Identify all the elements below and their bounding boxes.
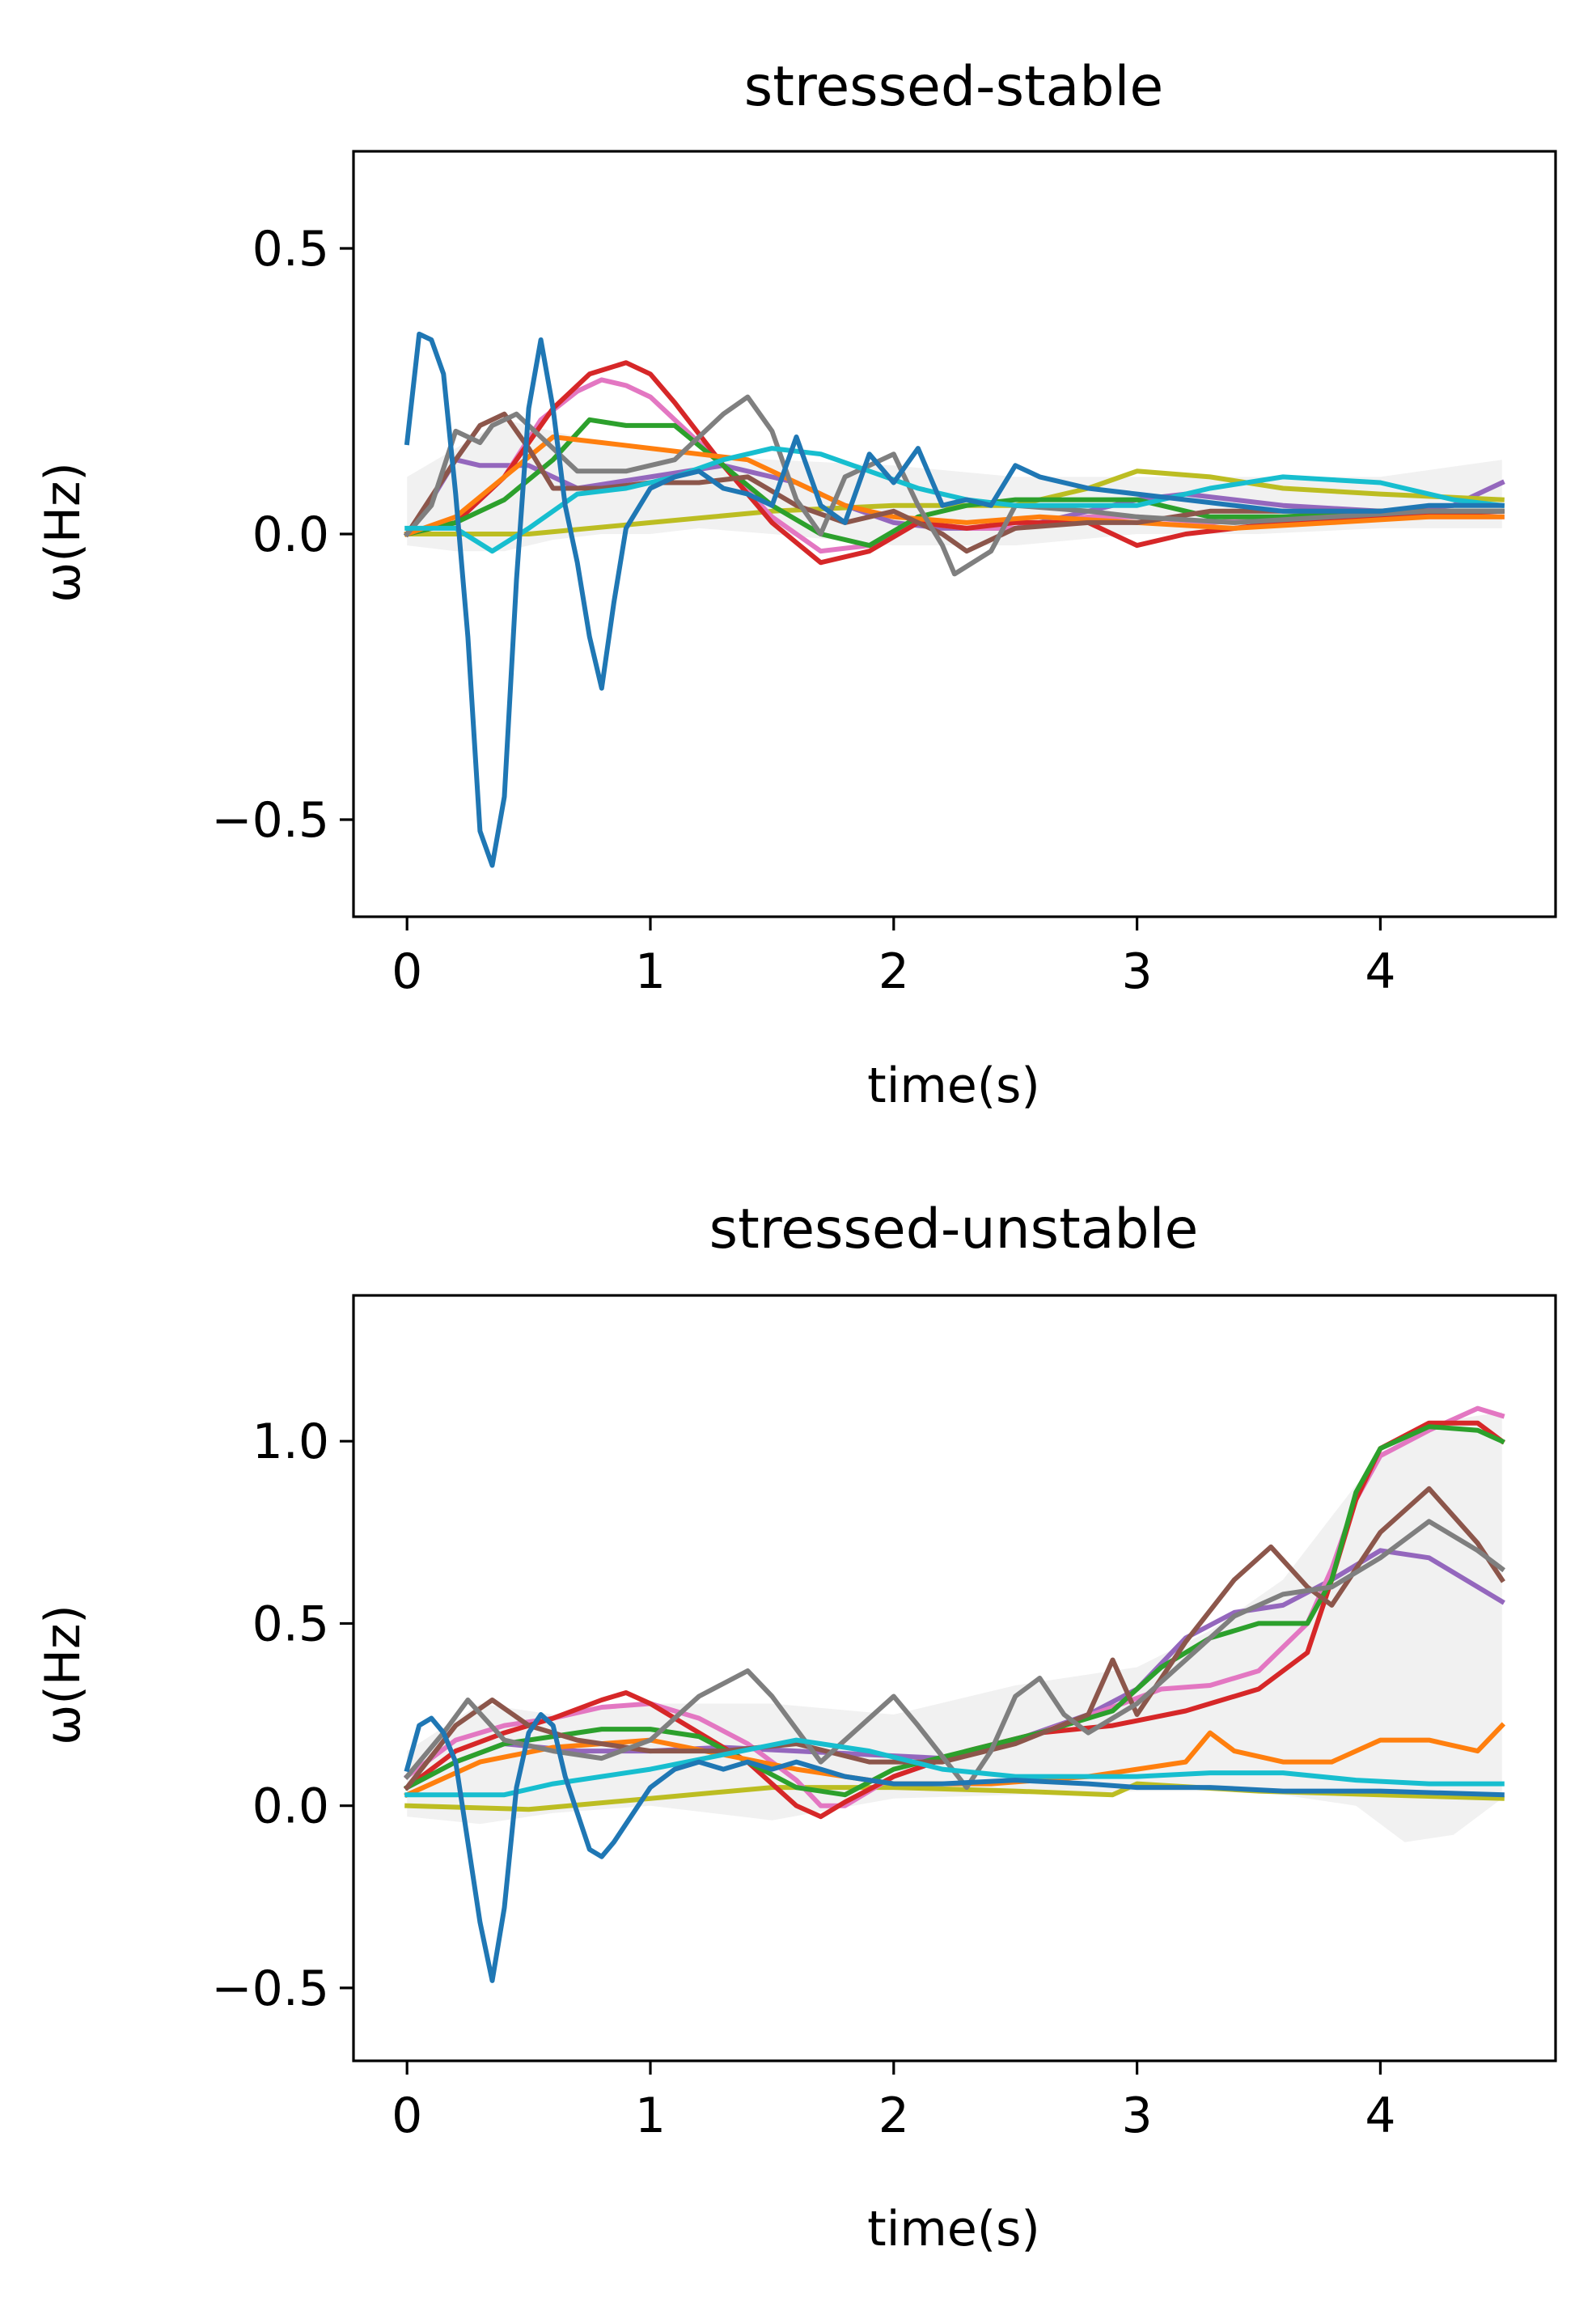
x-tick-label: 4 xyxy=(1365,943,1395,1000)
y-tick-label: 0.0 xyxy=(252,1778,329,1835)
plot-area: 0 1 2 3 4 −0.5 0.0 0.5 1.0 xyxy=(211,1294,1557,2144)
x-tick-label: 1 xyxy=(635,2088,666,2144)
x-tick-label: 2 xyxy=(878,943,909,1000)
chart-panel-stressed-stable: stressed-stable 0 1 2 3 4−0.50.00.5 time(s) … xyxy=(35,55,1557,1114)
x-axis-label: time(s) xyxy=(867,1058,1040,1114)
x-tick-label: 1 xyxy=(635,943,666,1000)
series-line-9 xyxy=(404,446,1505,554)
series-line-1 xyxy=(404,457,1505,538)
x-tick-label: 4 xyxy=(1365,2088,1395,2144)
x-axis-label: time(s) xyxy=(867,2201,1040,2257)
series-line-8 xyxy=(403,394,1505,577)
series-line-10 xyxy=(404,331,1505,868)
chart-title: stressed-unstable xyxy=(709,1198,1199,1261)
series-line-8 xyxy=(403,1519,1506,1791)
y-tick-label: 0.0 xyxy=(252,507,329,563)
plot-area: 0 1 2 3 4 −0.5 0.0 0.5 xyxy=(211,150,1557,1000)
series-line-7 xyxy=(403,1486,1505,1791)
x-tick-label: 2 xyxy=(878,2088,909,2144)
y-tick-label: 0.5 xyxy=(252,221,329,278)
series-line-9 xyxy=(404,1737,1505,1798)
y-tick-label: 1.0 xyxy=(252,1414,329,1470)
x-tick-label: 3 xyxy=(1122,2088,1153,2144)
y-tick-label: −0.5 xyxy=(211,792,329,849)
x-tick-label: 0 xyxy=(392,2088,422,2144)
x-tick-label: 3 xyxy=(1122,943,1153,1000)
series-line-4 xyxy=(404,360,1505,566)
series-line-10 xyxy=(404,1712,1505,1983)
y-tick-label: 0.5 xyxy=(252,1596,329,1652)
y-axis-label: ω(Hz) xyxy=(35,462,91,603)
chart-panel-stressed-unstable: stressed-unstable 0 1 2 3 4 −0.5 0.0 0.5 1.0 tim… xyxy=(35,1198,1557,2257)
series-line-5 xyxy=(404,1424,1505,1798)
chart-title: stressed-stable xyxy=(744,55,1163,119)
y-axis-label: ω(Hz) xyxy=(35,1604,91,1745)
x-tick-label: 0 xyxy=(392,943,422,1000)
y-tick-label: −0.5 xyxy=(211,1961,329,2017)
axes-frame xyxy=(352,1294,1557,2062)
